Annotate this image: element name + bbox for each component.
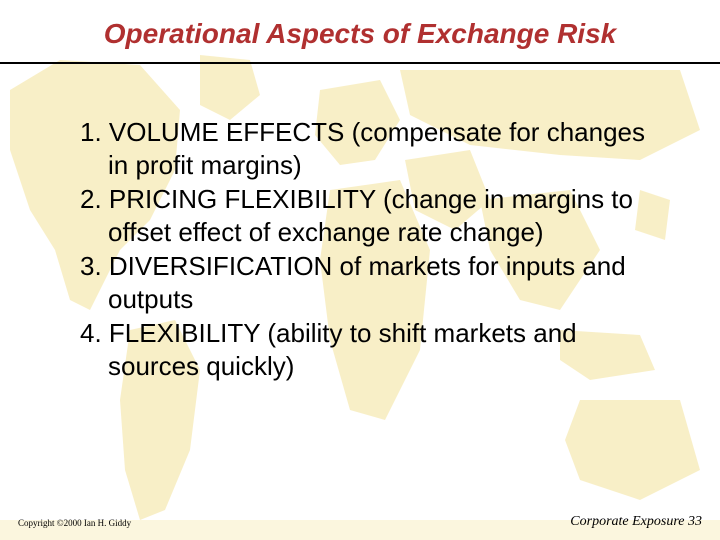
list-item: 2. PRICING FLEXIBILITY (change in margin… — [80, 183, 670, 248]
list-item: 1. VOLUME EFFECTS (compensate for change… — [80, 116, 670, 181]
footer-copyright: Copyright ©2000 Ian H. Giddy — [18, 518, 131, 528]
list-item: 3. DIVERSIFICATION of markets for inputs… — [80, 250, 670, 315]
slide: Operational Aspects of Exchange Risk 1. … — [0, 0, 720, 540]
title-divider — [0, 62, 720, 64]
slide-title: Operational Aspects of Exchange Risk — [40, 18, 680, 60]
list-item: 4. FLEXIBILITY (ability to shift markets… — [80, 317, 670, 382]
footer-page: Corporate Exposure 33 — [570, 514, 702, 530]
slide-body: 1. VOLUME EFFECTS (compensate for change… — [40, 116, 680, 382]
